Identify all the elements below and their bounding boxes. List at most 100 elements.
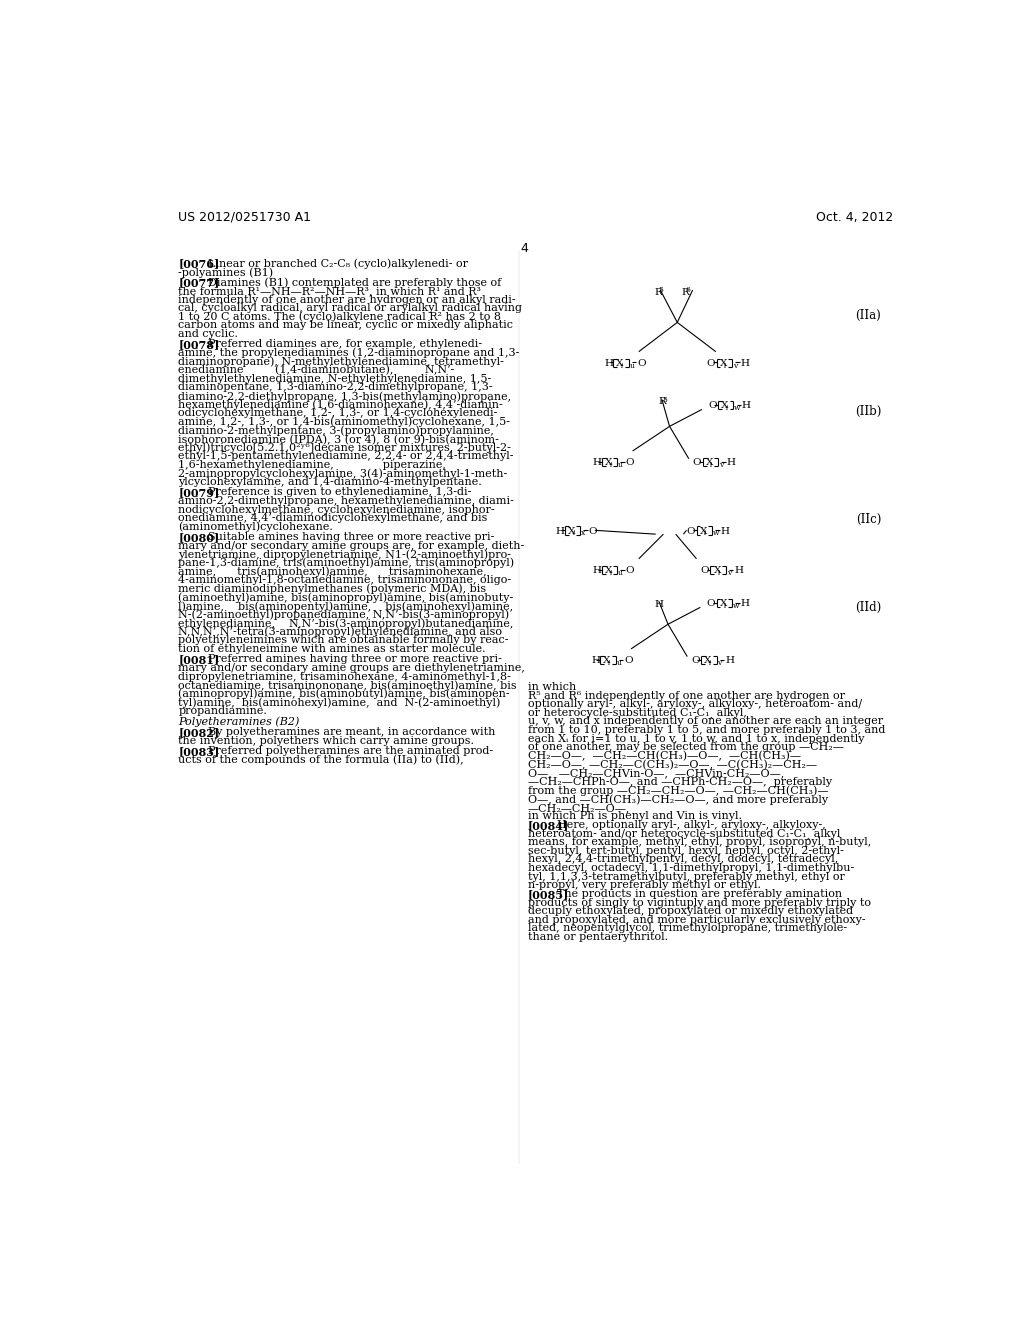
- Text: i: i: [609, 569, 611, 577]
- Text: H: H: [556, 527, 564, 536]
- Text: [0083]: [0083]: [178, 746, 219, 756]
- Text: H: H: [593, 458, 601, 467]
- Text: [0078]: [0078]: [178, 339, 219, 350]
- Text: O: O: [625, 656, 633, 665]
- Text: u: u: [630, 362, 635, 370]
- Text: [0084]: [0084]: [528, 820, 569, 832]
- Text: Oct. 4, 2012: Oct. 4, 2012: [815, 211, 893, 224]
- Text: i: i: [724, 362, 726, 370]
- Text: X: X: [721, 401, 728, 411]
- Text: pane-1,3-diamine, tris(aminoethyl)amine, tris(aminopropyl): pane-1,3-diamine, tris(aminoethyl)amine,…: [178, 558, 514, 569]
- Text: N,N,N’,N’-tetra(3-aminopropyl)ethylenediamine, and also: N,N,N’,N’-tetra(3-aminopropyl)ethylenedi…: [178, 627, 503, 638]
- Text: CH₂—O—, —CH₂—C(CH₃)₂—O—, —C(CH₃)₂—CH₂—: CH₂—O—, —CH₂—C(CH₃)₂—O—, —C(CH₃)₂—CH₂—: [528, 759, 817, 770]
- Text: (aminomethyl)cyclohexane.: (aminomethyl)cyclohexane.: [178, 521, 333, 532]
- Text: mary and/or secondary amine groups are diethylenetriamine,: mary and/or secondary amine groups are d…: [178, 663, 525, 673]
- Text: means, for example, methyl, ethyl, propyl, isopropyl, n-butyl,: means, for example, methyl, ethyl, propy…: [528, 837, 871, 847]
- Text: i: i: [718, 569, 720, 577]
- Text: amine,      tris(aminohexyl)amine,      trisaminohexane,: amine, tris(aminohexyl)amine, trisaminoh…: [178, 566, 487, 577]
- Text: O—,  —CH₂—CHVin-O—,  —CHVin-CH₂—O—,: O—, —CH₂—CHVin-O—, —CHVin-CH₂—O—,: [528, 768, 784, 779]
- Text: the invention, polyethers which carry amine groups.: the invention, polyethers which carry am…: [178, 735, 474, 746]
- Text: the formula R¹—NH—R²—NH—R³, in which R¹ and R³: the formula R¹—NH—R²—NH—R³, in which R¹ …: [178, 286, 481, 296]
- Text: i: i: [609, 461, 611, 469]
- Text: R: R: [681, 288, 689, 297]
- Text: [0076]: [0076]: [178, 259, 219, 269]
- Text: each Xᵢ for i=1 to u, 1 to v, 1 to w, and 1 to x, independently: each Xᵢ for i=1 to u, 1 to v, 1 to w, an…: [528, 734, 864, 743]
- Text: u: u: [617, 569, 623, 577]
- Text: amine, 1,2-, 1,3-, or 1,4-bis(aminomethyl)cyclohexane, 1,5-: amine, 1,2-, 1,3-, or 1,4-bis(aminomethy…: [178, 417, 510, 428]
- Text: lated, neopentylglycol, trimethylolpropane, trimethylole-: lated, neopentylglycol, trimethylolpropa…: [528, 924, 847, 933]
- Text: hexyl, 2,4,4-trimethylpentyl, decyl, dodecyl, tetradecyl,: hexyl, 2,4,4-trimethylpentyl, decyl, dod…: [528, 854, 838, 865]
- Text: v: v: [727, 569, 731, 577]
- Text: l)amine,    bis(aminopentyl)amine,    bis(aminohexyl)amine,: l)amine, bis(aminopentyl)amine, bis(amin…: [178, 601, 513, 611]
- Text: odicyclohexylmethane, 1,2-, 1,3-, or 1,4-cyclohexylenedi-: odicyclohexylmethane, 1,2-, 1,3-, or 1,4…: [178, 408, 498, 418]
- Text: isophoronediamine (IPDA), 3 (or 4), 8 (or 9)-bis(aminom-: isophoronediamine (IPDA), 3 (or 4), 8 (o…: [178, 434, 499, 445]
- Text: X: X: [699, 527, 707, 536]
- Text: 5: 5: [658, 286, 664, 294]
- Text: independently of one another are hydrogen or an alkyl radi-: independently of one another are hydroge…: [178, 294, 516, 305]
- Text: O: O: [637, 359, 646, 368]
- Text: ethylenediamine,    N,N’-bis(3-aminopropyl)butanediamine,: ethylenediamine, N,N’-bis(3-aminopropyl)…: [178, 618, 514, 628]
- Text: Preferred polyetheramines are the aminated prod-: Preferred polyetheramines are the aminat…: [201, 746, 493, 756]
- Text: Preferred amines having three or more reactive pri-: Preferred amines having three or more re…: [201, 655, 502, 664]
- Text: (IIa): (IIa): [856, 309, 882, 322]
- Text: diaminopentane, 1,3-diamino-2,2-dimethylpropane, 1,3-: diaminopentane, 1,3-diamino-2,2-dimethyl…: [178, 383, 493, 392]
- Text: u: u: [616, 659, 622, 667]
- Text: (aminoethyl)amine, bis(aminopropyl)amine, bis(aminobuty-: (aminoethyl)amine, bis(aminopropyl)amine…: [178, 593, 514, 603]
- Text: X: X: [605, 566, 612, 574]
- Text: in which: in which: [528, 682, 577, 692]
- Text: w: w: [713, 529, 719, 537]
- Text: cal, cycloalkyl radical, aryl radical or arylalkyl radical having: cal, cycloalkyl radical, aryl radical or…: [178, 304, 522, 313]
- Text: diamino-2,2-diethylpropane, 1,3-bis(methylamino)propane,: diamino-2,2-diethylpropane, 1,3-bis(meth…: [178, 391, 511, 401]
- Text: u: u: [617, 461, 623, 469]
- Text: (IIc): (IIc): [856, 512, 882, 525]
- Text: H: H: [727, 458, 735, 467]
- Text: O: O: [589, 527, 597, 536]
- Text: ucts of the compounds of the formula (IIa) to (IId),: ucts of the compounds of the formula (II…: [178, 755, 464, 766]
- Text: w: w: [734, 404, 740, 412]
- Text: tyl)amine,  bis(aminohexyl)amine,  and  N-(2-aminoethyl): tyl)amine, bis(aminohexyl)amine, and N-(…: [178, 697, 501, 708]
- Text: O: O: [707, 599, 715, 609]
- Text: R⁵ and R⁶ independently of one another are hydrogen or: R⁵ and R⁶ independently of one another a…: [528, 690, 845, 701]
- Text: Suitable amines having three or more reactive pri-: Suitable amines having three or more rea…: [201, 532, 495, 543]
- Text: tion of ethyleneimine with amines as starter molecule.: tion of ethyleneimine with amines as sta…: [178, 644, 486, 655]
- Text: hexamethylenediamine (1,6-diaminohexane), 4,4’-diamin-: hexamethylenediamine (1,6-diaminohexane)…: [178, 400, 503, 411]
- Text: Here, optionally aryl-, alkyl-, aryloxy-, alkyloxy-,: Here, optionally aryl-, alkyl-, aryloxy-…: [550, 820, 826, 830]
- Text: X: X: [568, 527, 575, 536]
- Text: H: H: [591, 656, 600, 665]
- Text: X: X: [616, 359, 624, 368]
- Text: [0081]: [0081]: [178, 655, 219, 665]
- Text: nodicyclohexylmethane, cyclohexylenediamine, isophor-: nodicyclohexylmethane, cyclohexylenediam…: [178, 504, 495, 515]
- Text: H: H: [725, 656, 734, 665]
- Text: CH₂—O—,  —CH₂—CH(CH₃)—O—,  —CH(CH₃)—: CH₂—O—, —CH₂—CH(CH₃)—O—, —CH(CH₃)—: [528, 751, 801, 762]
- Text: decuply ethoxylated, propoxylated or mixedly ethoxylated: decuply ethoxylated, propoxylated or mix…: [528, 907, 853, 916]
- Text: octanediamine, trisaminononane, bis(aminoethyl)amine, bis: octanediamine, trisaminononane, bis(amin…: [178, 680, 517, 690]
- Text: or heterocycle-substituted C₁-C₁‸ alkyl,: or heterocycle-substituted C₁-C₁‸ alkyl,: [528, 708, 746, 719]
- Text: n-propyl, very preferably methyl or ethyl.: n-propyl, very preferably methyl or ethy…: [528, 880, 761, 891]
- Text: O: O: [707, 359, 715, 368]
- Text: O: O: [692, 458, 701, 467]
- Text: onediamine, 4,4’-diaminodicyclohexylmethane, and bis: onediamine, 4,4’-diaminodicyclohexylmeth…: [178, 513, 487, 523]
- Text: Linear or branched C₂-C₈ (cyclo)alkylenedi- or: Linear or branched C₂-C₈ (cyclo)alkylene…: [201, 259, 468, 269]
- Text: O: O: [708, 401, 717, 411]
- Text: optionally aryl-, alkyl-, aryloxy-, alkyloxy-, heteroatom- and/: optionally aryl-, alkyl-, aryloxy-, alky…: [528, 700, 862, 709]
- Text: dipropylenetriamine, trisaminohexane, 4-aminomethyl-1,8-: dipropylenetriamine, trisaminohexane, 4-…: [178, 672, 511, 681]
- Text: 4: 4: [521, 242, 528, 255]
- Text: from 1 to 10, preferably 1 to 5, and more preferably 1 to 3, and: from 1 to 10, preferably 1 to 5, and mor…: [528, 725, 886, 735]
- Text: 5: 5: [663, 396, 668, 404]
- Text: Diamines (B1) contemplated are preferably those of: Diamines (B1) contemplated are preferabl…: [201, 277, 501, 288]
- Text: 1,6-hexamethylenediamine,              piperazine,: 1,6-hexamethylenediamine, piperazine,: [178, 459, 446, 470]
- Text: x: x: [581, 529, 586, 537]
- Text: i: i: [709, 659, 711, 667]
- Text: (aminopropyl)amine, bis(aminobutyl)amine, bis(aminopen-: (aminopropyl)amine, bis(aminobutyl)amine…: [178, 689, 510, 700]
- Text: diaminopropane), N-methylethylenediamine, tetramethyl-: diaminopropane), N-methylethylenediamine…: [178, 356, 504, 367]
- Text: R: R: [654, 288, 662, 297]
- Text: thane or pentaerythritol.: thane or pentaerythritol.: [528, 932, 668, 942]
- Text: H: H: [740, 359, 750, 368]
- Text: X: X: [720, 599, 727, 609]
- Text: diamino-2-methylpentane, 3-(propylamino)propylamine,: diamino-2-methylpentane, 3-(propylamino)…: [178, 425, 495, 436]
- Text: O: O: [686, 527, 695, 536]
- Text: [0080]: [0080]: [178, 532, 219, 543]
- Text: heteroatom- and/or heterocycle-substituted C₁-C₁‸ alkyl: heteroatom- and/or heterocycle-substitut…: [528, 829, 841, 840]
- Text: tyl, 1,1,3,3-tetramethylbutyl, preferably methyl, ethyl or: tyl, 1,1,3,3-tetramethylbutyl, preferabl…: [528, 871, 845, 882]
- Text: [0085]: [0085]: [528, 888, 569, 900]
